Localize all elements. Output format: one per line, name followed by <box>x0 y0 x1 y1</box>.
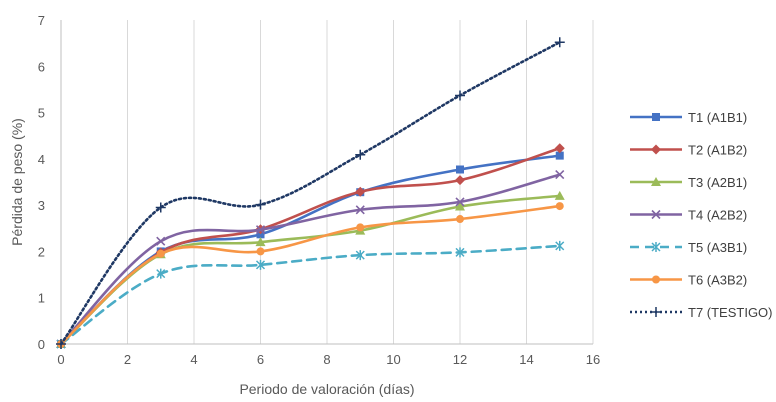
data-point <box>256 247 265 256</box>
series-2 <box>56 143 565 349</box>
data-point <box>554 143 565 154</box>
data-point <box>355 149 366 160</box>
data-point <box>56 339 66 349</box>
data-point <box>255 199 266 210</box>
legend-label: T1 (A1B1) <box>688 110 747 125</box>
legend-item: T3 (A2B1) <box>630 175 747 190</box>
data-point <box>455 197 465 207</box>
x-tick-label: 0 <box>57 352 64 367</box>
x-tick-label: 2 <box>124 352 131 367</box>
data-point <box>156 249 165 258</box>
legend-item: T1 (A1B1) <box>630 110 747 125</box>
legend-swatch-marker <box>652 275 660 284</box>
series-line <box>59 244 562 346</box>
legend-swatch-marker <box>651 177 661 186</box>
x-tick-label: 16 <box>586 352 600 367</box>
data-point <box>555 202 564 211</box>
data-point <box>455 90 465 101</box>
data-point <box>255 225 266 235</box>
grid <box>127 20 594 344</box>
x-tick-label: 8 <box>323 352 330 367</box>
data-point <box>256 230 265 239</box>
x-tick-label: 6 <box>257 352 264 367</box>
y-tick-label: 6 <box>38 59 45 74</box>
x-axis-title: Periodo de valoración (días) <box>239 381 414 397</box>
data-point <box>155 202 166 213</box>
x-tick-label: 4 <box>190 352 197 367</box>
legend-item: T5 (A3B1) <box>630 240 747 255</box>
legend-label: T5 (A3B1) <box>688 240 747 255</box>
y-tick-label: 5 <box>38 106 45 121</box>
y-tick-label: 0 <box>38 337 45 352</box>
series <box>56 37 565 349</box>
data-point <box>555 170 565 180</box>
data-point <box>355 205 365 215</box>
series-5 <box>56 240 565 349</box>
data-point <box>455 247 465 258</box>
y-axis-title: Pérdida de peso (%) <box>9 118 25 246</box>
data-point <box>555 240 565 251</box>
series-line <box>59 40 562 346</box>
y-tick-label: 3 <box>38 198 45 213</box>
legend-swatch-marker <box>652 113 660 121</box>
series-7 <box>56 37 565 349</box>
data-point <box>355 186 366 197</box>
data-point <box>255 237 266 247</box>
x-tick-label: 14 <box>519 352 533 367</box>
series-line <box>59 146 562 346</box>
data-point <box>554 190 565 200</box>
legend-label: T7 (TESTIGO) <box>688 305 773 320</box>
y-tick-label: 2 <box>38 244 45 259</box>
legend-item: T2 (A1B2) <box>630 143 747 158</box>
legend-item: T7 (TESTIGO) <box>630 305 773 320</box>
legend-label: T2 (A1B2) <box>688 143 747 158</box>
legend-swatch-marker <box>651 144 661 155</box>
legend-swatch-marker <box>651 242 661 252</box>
data-point <box>255 259 266 270</box>
series-line <box>59 204 562 346</box>
legend: T1 (A1B1) T2 (A1B2) T3 (A2B1) T4 (A2B2) T5 (… <box>630 110 773 320</box>
legend-label: T6 (A3B2) <box>688 273 747 288</box>
y-tick-label: 1 <box>38 291 45 306</box>
legend-label: T3 (A2B1) <box>688 175 747 190</box>
data-point <box>456 215 464 224</box>
legend-swatch-marker <box>651 307 661 317</box>
y-tick-label: 7 <box>38 13 45 28</box>
legend-item: T4 (A2B2) <box>630 208 747 223</box>
data-point <box>356 223 365 232</box>
legend-swatch-marker <box>651 209 661 220</box>
series-6 <box>57 202 564 348</box>
data-point <box>355 250 365 261</box>
data-point <box>156 268 166 279</box>
legend-label: T4 (A2B2) <box>688 208 747 223</box>
data-point <box>455 201 465 211</box>
x-tick-label: 10 <box>386 352 400 367</box>
x-tick-label: 12 <box>453 352 467 367</box>
legend-item: T6 (A3B2) <box>630 273 747 288</box>
data-point <box>455 175 465 186</box>
series-line <box>59 173 562 346</box>
y-tick-label: 4 <box>38 152 45 167</box>
data-point <box>456 165 464 174</box>
data-point <box>555 151 564 160</box>
data-point <box>554 37 565 48</box>
data-point <box>156 236 166 246</box>
